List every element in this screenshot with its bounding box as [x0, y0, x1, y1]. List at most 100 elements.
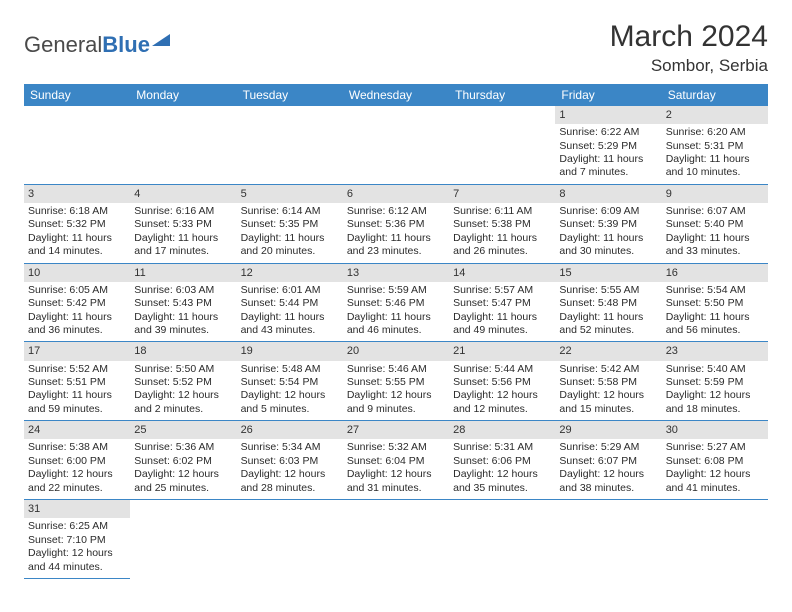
sunrise-text: Sunrise: 6:11 AM [453, 205, 551, 218]
daylight-line2: and 31 minutes. [347, 482, 445, 495]
daylight-line2: and 22 minutes. [28, 482, 126, 495]
day-cell: 10Sunrise: 6:05 AMSunset: 5:42 PMDayligh… [24, 263, 130, 342]
day-body: Sunrise: 5:32 AMSunset: 6:04 PMDaylight:… [343, 439, 449, 499]
daylight-line2: and 18 minutes. [666, 403, 764, 416]
day-cell: 25Sunrise: 5:36 AMSunset: 6:02 PMDayligh… [130, 421, 236, 500]
day-body: Sunrise: 6:14 AMSunset: 5:35 PMDaylight:… [237, 203, 343, 263]
sunset-text: Sunset: 5:46 PM [347, 297, 445, 310]
day-body: Sunrise: 6:09 AMSunset: 5:39 PMDaylight:… [555, 203, 661, 263]
day-cell: 22Sunrise: 5:42 AMSunset: 5:58 PMDayligh… [555, 342, 661, 421]
daylight-line1: Daylight: 11 hours [559, 232, 657, 245]
day-cell: 29Sunrise: 5:29 AMSunset: 6:07 PMDayligh… [555, 421, 661, 500]
daylight-line1: Daylight: 11 hours [134, 232, 232, 245]
day-number: 30 [662, 421, 768, 439]
day-body: Sunrise: 6:05 AMSunset: 5:42 PMDaylight:… [24, 282, 130, 342]
sunrise-text: Sunrise: 5:46 AM [347, 363, 445, 376]
sunrise-text: Sunrise: 5:48 AM [241, 363, 339, 376]
sunset-text: Sunset: 6:00 PM [28, 455, 126, 468]
sunrise-text: Sunrise: 6:18 AM [28, 205, 126, 218]
day-cell: 14Sunrise: 5:57 AMSunset: 5:47 PMDayligh… [449, 263, 555, 342]
column-header: Monday [130, 84, 236, 106]
day-cell: 6Sunrise: 6:12 AMSunset: 5:36 PMDaylight… [343, 184, 449, 263]
day-number: 16 [662, 264, 768, 282]
daylight-line1: Daylight: 11 hours [347, 232, 445, 245]
sunset-text: Sunset: 6:03 PM [241, 455, 339, 468]
sunrise-text: Sunrise: 5:34 AM [241, 441, 339, 454]
empty-cell [237, 500, 343, 579]
sunset-text: Sunset: 6:04 PM [347, 455, 445, 468]
daylight-line2: and 46 minutes. [347, 324, 445, 337]
sunrise-text: Sunrise: 5:27 AM [666, 441, 764, 454]
daylight-line2: and 56 minutes. [666, 324, 764, 337]
sunrise-text: Sunrise: 6:01 AM [241, 284, 339, 297]
day-body: Sunrise: 5:48 AMSunset: 5:54 PMDaylight:… [237, 361, 343, 421]
daylight-line1: Daylight: 12 hours [134, 389, 232, 402]
empty-cell [24, 106, 130, 184]
week-row: 24Sunrise: 5:38 AMSunset: 6:00 PMDayligh… [24, 421, 768, 500]
day-number: 12 [237, 264, 343, 282]
day-cell: 16Sunrise: 5:54 AMSunset: 5:50 PMDayligh… [662, 263, 768, 342]
sunrise-text: Sunrise: 5:59 AM [347, 284, 445, 297]
day-cell: 28Sunrise: 5:31 AMSunset: 6:06 PMDayligh… [449, 421, 555, 500]
day-number: 6 [343, 185, 449, 203]
sunset-text: Sunset: 5:51 PM [28, 376, 126, 389]
day-body: Sunrise: 5:31 AMSunset: 6:06 PMDaylight:… [449, 439, 555, 499]
sunrise-text: Sunrise: 6:25 AM [28, 520, 126, 533]
sunset-text: Sunset: 5:52 PM [134, 376, 232, 389]
sunrise-text: Sunrise: 5:54 AM [666, 284, 764, 297]
sunset-text: Sunset: 5:33 PM [134, 218, 232, 231]
daylight-line1: Daylight: 11 hours [347, 311, 445, 324]
daylight-line2: and 12 minutes. [453, 403, 551, 416]
day-cell: 26Sunrise: 5:34 AMSunset: 6:03 PMDayligh… [237, 421, 343, 500]
calendar-body: 1Sunrise: 6:22 AMSunset: 5:29 PMDaylight… [24, 106, 768, 578]
daylight-line1: Daylight: 12 hours [28, 468, 126, 481]
day-body: Sunrise: 5:42 AMSunset: 5:58 PMDaylight:… [555, 361, 661, 421]
empty-cell [130, 500, 236, 579]
day-cell: 23Sunrise: 5:40 AMSunset: 5:59 PMDayligh… [662, 342, 768, 421]
day-cell: 12Sunrise: 6:01 AMSunset: 5:44 PMDayligh… [237, 263, 343, 342]
daylight-line1: Daylight: 12 hours [666, 389, 764, 402]
day-cell: 18Sunrise: 5:50 AMSunset: 5:52 PMDayligh… [130, 342, 236, 421]
daylight-line2: and 49 minutes. [453, 324, 551, 337]
day-body: Sunrise: 5:34 AMSunset: 6:03 PMDaylight:… [237, 439, 343, 499]
empty-cell [130, 106, 236, 184]
daylight-line1: Daylight: 12 hours [134, 468, 232, 481]
daylight-line1: Daylight: 12 hours [666, 468, 764, 481]
day-body: Sunrise: 5:44 AMSunset: 5:56 PMDaylight:… [449, 361, 555, 421]
empty-cell [555, 500, 661, 579]
day-body: Sunrise: 6:25 AMSunset: 7:10 PMDaylight:… [24, 518, 130, 578]
day-number: 13 [343, 264, 449, 282]
day-number: 5 [237, 185, 343, 203]
daylight-line1: Daylight: 11 hours [134, 311, 232, 324]
sunset-text: Sunset: 5:36 PM [347, 218, 445, 231]
column-header: Friday [555, 84, 661, 106]
sunset-text: Sunset: 5:32 PM [28, 218, 126, 231]
sunrise-text: Sunrise: 6:05 AM [28, 284, 126, 297]
day-body: Sunrise: 5:40 AMSunset: 5:59 PMDaylight:… [662, 361, 768, 421]
day-body: Sunrise: 5:27 AMSunset: 6:08 PMDaylight:… [662, 439, 768, 499]
day-body: Sunrise: 6:11 AMSunset: 5:38 PMDaylight:… [449, 203, 555, 263]
day-number: 25 [130, 421, 236, 439]
day-body: Sunrise: 6:18 AMSunset: 5:32 PMDaylight:… [24, 203, 130, 263]
day-body: Sunrise: 6:12 AMSunset: 5:36 PMDaylight:… [343, 203, 449, 263]
daylight-line1: Daylight: 12 hours [559, 389, 657, 402]
sunrise-text: Sunrise: 5:52 AM [28, 363, 126, 376]
day-cell: 24Sunrise: 5:38 AMSunset: 6:00 PMDayligh… [24, 421, 130, 500]
daylight-line2: and 59 minutes. [28, 403, 126, 416]
day-cell: 9Sunrise: 6:07 AMSunset: 5:40 PMDaylight… [662, 184, 768, 263]
day-number: 17 [24, 342, 130, 360]
daylight-line2: and 15 minutes. [559, 403, 657, 416]
day-cell: 15Sunrise: 5:55 AMSunset: 5:48 PMDayligh… [555, 263, 661, 342]
day-number: 15 [555, 264, 661, 282]
sunrise-text: Sunrise: 5:55 AM [559, 284, 657, 297]
day-cell: 31Sunrise: 6:25 AMSunset: 7:10 PMDayligh… [24, 500, 130, 579]
daylight-line2: and 43 minutes. [241, 324, 339, 337]
sunset-text: Sunset: 5:56 PM [453, 376, 551, 389]
daylight-line2: and 23 minutes. [347, 245, 445, 258]
daylight-line2: and 25 minutes. [134, 482, 232, 495]
day-number: 27 [343, 421, 449, 439]
empty-cell [343, 106, 449, 184]
sunrise-text: Sunrise: 5:29 AM [559, 441, 657, 454]
daylight-line2: and 10 minutes. [666, 166, 764, 179]
daylight-line2: and 2 minutes. [134, 403, 232, 416]
